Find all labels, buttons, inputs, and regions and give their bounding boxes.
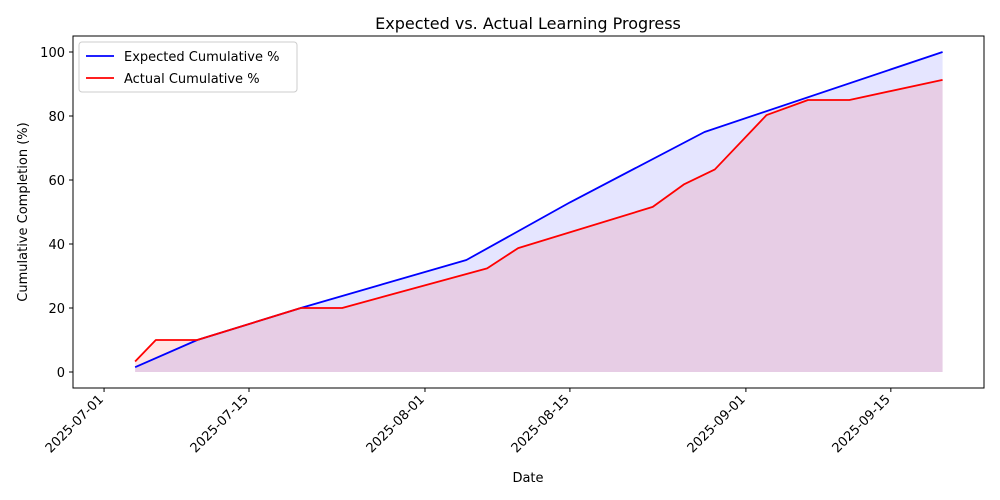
legend-label-actual: Actual Cumulative % bbox=[124, 72, 260, 87]
x-tick-label: 2025-07-01 bbox=[43, 392, 107, 456]
series-lines bbox=[134, 51, 943, 369]
legend-box bbox=[78, 41, 298, 93]
x-tick-label: 2025-08-15 bbox=[509, 392, 573, 456]
area-fill-0 bbox=[135, 52, 943, 372]
x-tick-label: 2025-09-15 bbox=[830, 392, 894, 456]
area-fill-1 bbox=[135, 79, 943, 372]
plot-frame bbox=[72, 35, 985, 389]
legend-label-expected: Expected Cumulative % bbox=[124, 50, 279, 65]
y-tick-label: 60 bbox=[48, 174, 65, 189]
y-axis: 0 20 40 60 80 100 bbox=[40, 46, 73, 381]
x-tick-label: 2025-08-01 bbox=[364, 392, 428, 456]
legend: Expected Cumulative % Actual Cumulative … bbox=[78, 41, 298, 93]
x-tick-label: 2025-07-15 bbox=[188, 392, 252, 456]
y-tick-label: 40 bbox=[48, 238, 65, 253]
x-axis: 2025-07-01 2025-07-15 2025-08-01 2025-08-15… bbox=[43, 388, 894, 456]
area-fills bbox=[135, 52, 943, 372]
series-line-1 bbox=[134, 78, 943, 363]
y-tick-label: 0 bbox=[57, 366, 65, 381]
chart-title: Expected vs. Actual Learning Progress bbox=[375, 14, 681, 33]
y-tick-label: 20 bbox=[48, 302, 65, 317]
y-axis-label: Cumulative Completion (%) bbox=[16, 122, 31, 301]
x-tick-label: 2025-09-01 bbox=[685, 392, 749, 456]
y-tick-label: 80 bbox=[48, 110, 65, 125]
y-tick-label: 100 bbox=[40, 46, 65, 61]
x-axis-label: Date bbox=[512, 471, 543, 486]
